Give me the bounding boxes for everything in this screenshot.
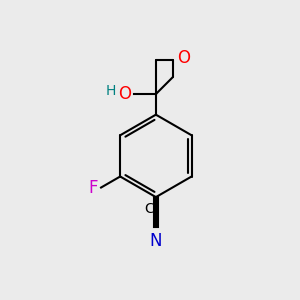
Text: N: N <box>150 232 162 250</box>
Text: H: H <box>105 84 116 98</box>
Text: C: C <box>145 202 154 216</box>
Text: O: O <box>177 50 190 68</box>
Text: F: F <box>88 178 98 196</box>
Text: O: O <box>118 85 131 103</box>
